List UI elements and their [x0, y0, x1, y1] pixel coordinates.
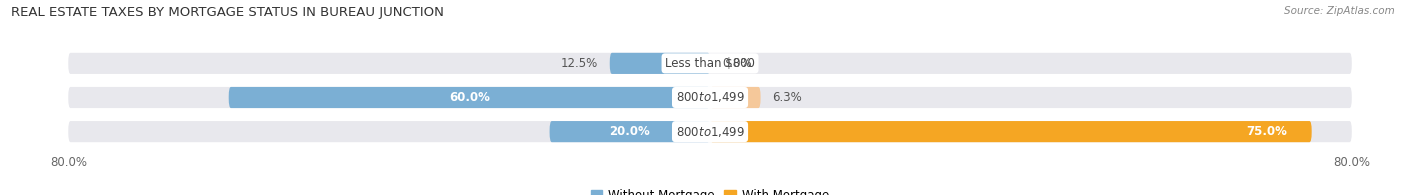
FancyBboxPatch shape: [69, 121, 1351, 142]
FancyBboxPatch shape: [710, 121, 1312, 142]
Text: 60.0%: 60.0%: [449, 91, 489, 104]
FancyBboxPatch shape: [69, 53, 1351, 74]
FancyBboxPatch shape: [69, 87, 1351, 108]
FancyBboxPatch shape: [710, 87, 761, 108]
Text: $800 to $1,499: $800 to $1,499: [675, 125, 745, 139]
Text: 20.0%: 20.0%: [609, 125, 650, 138]
FancyBboxPatch shape: [229, 87, 710, 108]
Text: 75.0%: 75.0%: [1247, 125, 1288, 138]
FancyBboxPatch shape: [550, 121, 710, 142]
Text: 6.3%: 6.3%: [773, 91, 803, 104]
Text: Less than $800: Less than $800: [665, 57, 755, 70]
Legend: Without Mortgage, With Mortgage: Without Mortgage, With Mortgage: [586, 184, 834, 195]
Text: 12.5%: 12.5%: [561, 57, 598, 70]
Text: REAL ESTATE TAXES BY MORTGAGE STATUS IN BUREAU JUNCTION: REAL ESTATE TAXES BY MORTGAGE STATUS IN …: [11, 6, 444, 19]
Text: Source: ZipAtlas.com: Source: ZipAtlas.com: [1284, 6, 1395, 16]
Text: 0.0%: 0.0%: [723, 57, 752, 70]
Text: $800 to $1,499: $800 to $1,499: [675, 90, 745, 105]
FancyBboxPatch shape: [610, 53, 710, 74]
